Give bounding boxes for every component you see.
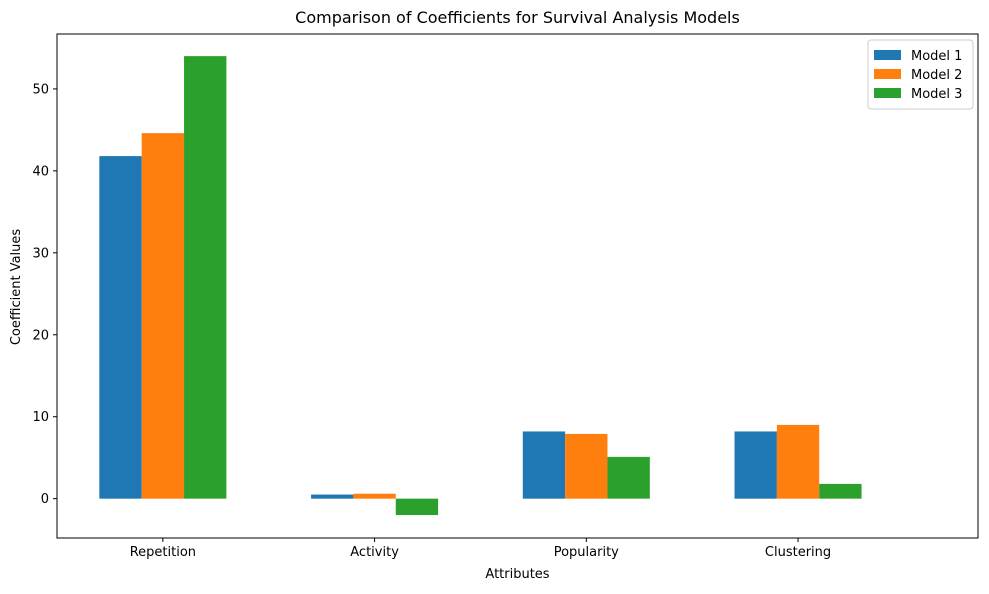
x-tick-label: Clustering — [765, 545, 831, 560]
ticks-layer: 0 10 20 30 40 50 Repetition Activity Popularity C… — [32, 82, 831, 560]
x-axis-label: Attributes — [485, 567, 549, 582]
legend-label: Model 1 — [911, 49, 962, 64]
y-axis-label: Coefficient Values — [9, 229, 24, 346]
bar-model-3-repetition — [184, 56, 227, 499]
bar-model-1-clustering — [734, 431, 777, 499]
legend: Model 1 Model 2 Model 3 — [867, 39, 974, 110]
y-tick-label: 20 — [32, 328, 49, 343]
x-tick-label: Activity — [350, 545, 399, 560]
bar-model-2-repetition — [141, 133, 185, 499]
y-tick-label: 10 — [32, 410, 49, 425]
x-tick-label: Popularity — [554, 545, 619, 560]
legend-swatch — [874, 50, 901, 60]
chart-title: Comparison of Coefficients for Survival … — [295, 8, 740, 27]
legend-swatch — [874, 88, 901, 98]
bar-model-3-clustering — [819, 483, 862, 499]
y-tick-label: 50 — [32, 82, 49, 97]
bar-model-2-activity — [353, 493, 396, 499]
bar-model-3-activity — [395, 498, 439, 516]
legend-label: Model 3 — [911, 87, 962, 102]
y-tick-label: 40 — [32, 164, 49, 179]
bar-model-1-popularity — [522, 431, 566, 499]
bars-layer — [99, 56, 862, 516]
bar-model-1-repetition — [99, 156, 142, 499]
y-tick-label: 0 — [41, 492, 49, 507]
x-tick-label: Repetition — [130, 545, 196, 560]
bar-model-3-popularity — [607, 456, 650, 499]
legend-swatch — [874, 69, 901, 79]
y-tick-label: 30 — [32, 246, 49, 261]
plot-frame — [56, 33, 979, 539]
bar-model-2-clustering — [776, 424, 820, 499]
bar-model-2-popularity — [565, 433, 608, 499]
bar-model-1-activity — [311, 494, 354, 499]
legend-label: Model 2 — [911, 68, 962, 83]
